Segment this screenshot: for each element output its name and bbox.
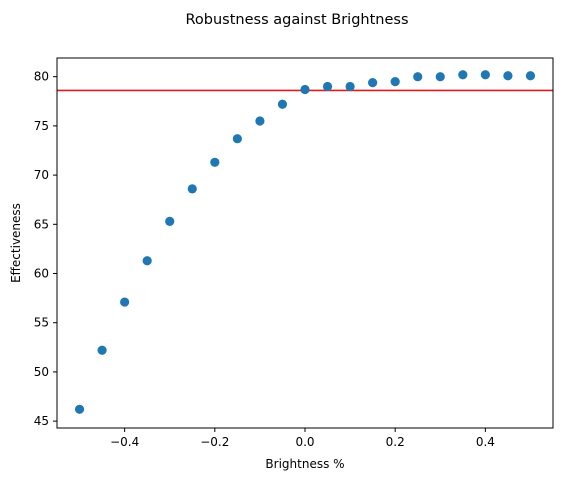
- data-point: [390, 77, 400, 87]
- axes-frame: [56, 57, 554, 429]
- y-tick-label: 45: [34, 414, 49, 428]
- data-point: [142, 256, 152, 266]
- data-point: [165, 216, 175, 226]
- data-point: [480, 70, 490, 80]
- x-tick-label: −0.4: [110, 435, 139, 449]
- data-point: [413, 72, 423, 82]
- x-tick-label: 0.2: [386, 435, 405, 449]
- x-tick-label: 0.4: [476, 435, 495, 449]
- y-axis: 45 50 55 60 65 70 75 80: [34, 70, 57, 428]
- y-tick-label: 50: [34, 365, 49, 379]
- x-axis-label: Brightness %: [265, 457, 344, 471]
- x-axis: −0.4 −0.2 0.0 0.2 0.4: [110, 428, 495, 449]
- x-tick-label: 0.0: [295, 435, 314, 449]
- data-point: [300, 84, 310, 95]
- data-point: [74, 404, 85, 414]
- y-tick-label: 80: [34, 70, 49, 84]
- data-point: [277, 99, 288, 109]
- data-point: [345, 81, 355, 92]
- data-point: [187, 184, 197, 194]
- data-point: [458, 70, 468, 80]
- y-axis-label: Effectiveness: [9, 203, 23, 283]
- data-point: [97, 345, 107, 355]
- y-tick-label: 65: [34, 217, 49, 231]
- data-point: [435, 72, 445, 82]
- y-tick-label: 70: [34, 168, 49, 182]
- data-point: [525, 71, 536, 81]
- data-point: [255, 116, 265, 126]
- plot-area: [57, 70, 553, 414]
- data-point: [322, 81, 333, 92]
- y-tick-label: 60: [34, 267, 49, 281]
- y-tick-label: 75: [34, 119, 49, 133]
- data-point: [368, 78, 378, 88]
- data-point: [503, 71, 513, 81]
- x-tick-label: −0.2: [200, 435, 229, 449]
- data-point: [120, 297, 130, 307]
- data-point: [232, 134, 242, 144]
- chart-title: Robustness against Brightness: [185, 12, 408, 28]
- data-point: [210, 157, 220, 167]
- y-tick-label: 55: [34, 316, 49, 330]
